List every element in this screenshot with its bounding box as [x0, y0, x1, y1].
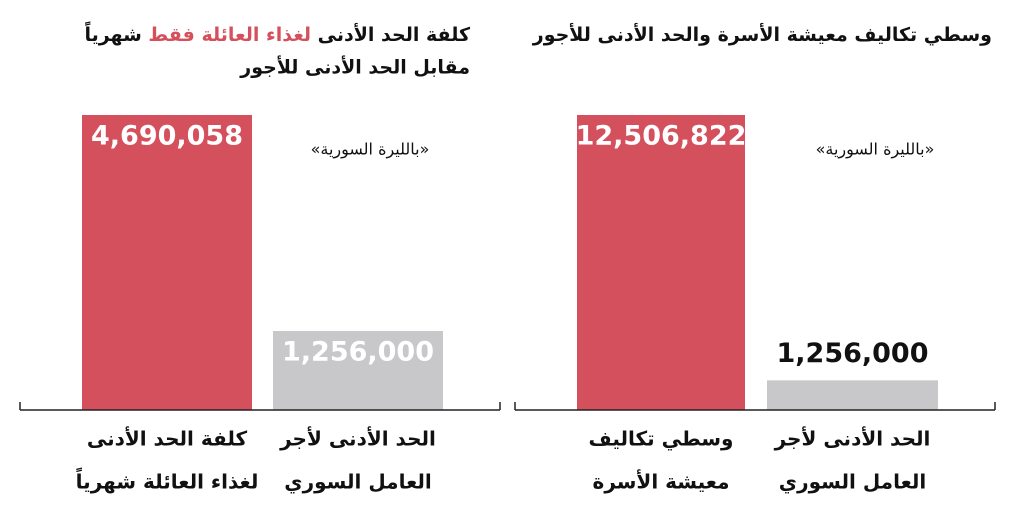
chart-title: كلفة الحد الأدنى لغذاء العائلة فقط شهريا… — [84, 20, 470, 45]
title-part: شهرياً — [84, 20, 148, 45]
chart-title: وسطي تكاليف معيشة الأسرة والحد الأدنى لل… — [532, 23, 992, 46]
bar — [577, 115, 745, 410]
chart-title: مقابل الحد الأدنى للأجور — [239, 56, 470, 79]
bar — [82, 115, 252, 410]
category-label: العامل السوري — [284, 470, 431, 495]
category-label: معيشة الأسرة — [593, 469, 730, 494]
category-label: الحد الأدنى لأجر — [279, 426, 436, 451]
title-part: كلفة الحد الأدنى — [311, 23, 471, 46]
category-label: كلفة الحد الأدنى — [87, 426, 248, 451]
unit-label: «بالليرة السورية» — [311, 140, 430, 160]
title-part: لغذاء العائلة فقط — [148, 24, 311, 46]
value-label: 1,256,000 — [776, 338, 928, 369]
category-label: لغذاء العائلة شهرياً — [76, 467, 259, 493]
value-label: 1,256,000 — [282, 336, 434, 367]
title-part: وسطي تكاليف معيشة الأسرة والحد الأدنى لل… — [532, 23, 992, 46]
bar — [273, 330, 443, 410]
category-label: الحد الأدنى لأجر — [774, 426, 931, 451]
bar — [767, 380, 938, 410]
unit-label: «بالليرة السورية» — [816, 140, 935, 160]
category-label: العامل السوري — [779, 470, 926, 495]
category-label: وسطي تكاليف — [589, 427, 734, 452]
value-label: 4,690,058 — [91, 121, 243, 152]
value-label: 12,506,822 — [576, 121, 747, 152]
